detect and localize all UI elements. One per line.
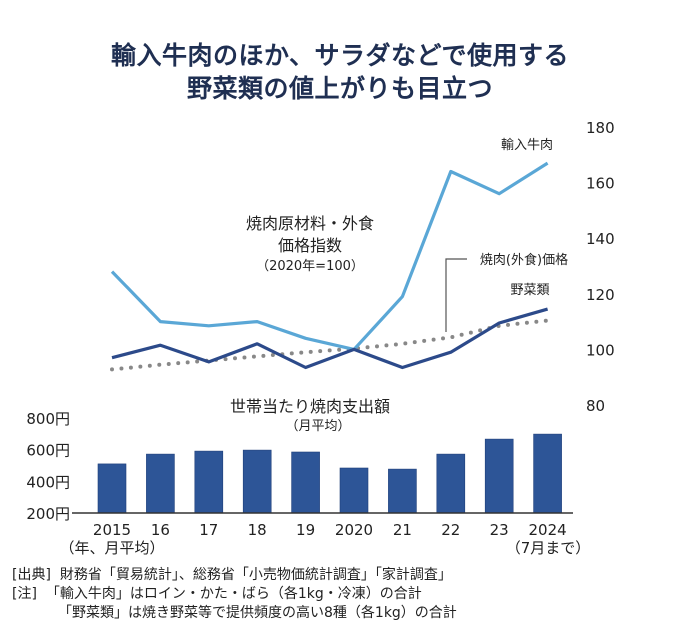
x-tick-label: 23 — [490, 521, 509, 539]
x-tick-label: 2020 — [335, 521, 373, 539]
bar-chart-title: 世帯当たり焼肉支出額 — [230, 397, 390, 416]
legend-label-vegetables: 野菜類 — [510, 283, 549, 298]
y-tick-label: 140 — [586, 230, 615, 248]
legend-label-imported-beef: 輸入牛肉 — [501, 138, 553, 153]
line-chart-title-line1: 焼肉原材料・外食 — [246, 214, 374, 233]
line-chart-title-line2: 価格指数 — [278, 236, 342, 255]
bar-2020 — [339, 467, 369, 514]
bar-y-tick-label: 200円 — [26, 505, 70, 523]
footnote-imported-beef: [注] 「輸入牛肉」はロイン・かた・ばら（各1kg・冷凍）の合計 — [12, 586, 422, 602]
y-tick-label: 180 — [586, 119, 615, 137]
chart-title-line2: 野菜類の値上がりも目立つ — [186, 74, 493, 103]
y-tick-label: 100 — [586, 341, 615, 359]
y-tick-label: 120 — [586, 286, 615, 304]
x-tick-label: 2024 — [529, 521, 567, 539]
bar-2024 — [533, 433, 562, 514]
right-y-axis: 180 160 140 120 100 80 — [586, 119, 615, 415]
line-series-group — [110, 161, 550, 372]
x-tick-label: 2015 — [93, 521, 131, 539]
line-series-vegetables — [111, 307, 549, 370]
bar-series-group — [97, 433, 562, 514]
bar-y-axis: 800円 600円 400円 200円 — [26, 410, 70, 523]
source-note: [出典] 財務省「貿易統計」、総務省「小売物価統計調査」「家計調査」 — [12, 567, 452, 583]
x-axis: 2015 16 17 18 19 2020 21 22 23 2024 — [93, 521, 567, 539]
x-tick-label: 18 — [248, 521, 267, 539]
bar-y-tick-label: 800円 — [26, 410, 70, 428]
x-tick-label: 16 — [151, 521, 170, 539]
bar-21 — [388, 468, 417, 514]
bar-22 — [436, 453, 466, 514]
bar-16 — [146, 453, 175, 514]
chart-title-line1: 輸入牛肉のほか、サラダなどで使用する — [110, 41, 569, 70]
x-axis-note-right: （7月まで） — [506, 539, 591, 557]
bar-19 — [291, 451, 320, 514]
y-tick-label: 80 — [586, 397, 605, 415]
bar-y-tick-label: 400円 — [26, 473, 70, 491]
bar-23 — [484, 438, 514, 514]
x-tick-label: 21 — [393, 521, 412, 539]
bar-y-tick-label: 600円 — [26, 442, 70, 460]
leader-line-yakiniku — [445, 258, 467, 332]
footnote-vegetables: 「野菜類」は焼き野菜等で提供頻度の高い8種（各1kg）の合計 — [58, 605, 457, 621]
line-series-yakiniku-restaurant-price — [110, 318, 550, 372]
legend-label-yakiniku-restaurant: 焼肉(外食)価格 — [480, 252, 568, 268]
bar-17 — [194, 450, 224, 514]
bar-18 — [242, 449, 272, 514]
x-tick-label: 19 — [296, 521, 315, 539]
line-series-imported-beef — [110, 161, 549, 351]
x-tick-label: 17 — [199, 521, 218, 539]
x-tick-label: 22 — [441, 521, 460, 539]
x-axis-note-left: （年、月平均） — [59, 539, 164, 557]
bar-chart-subtitle: （月平均） — [285, 419, 350, 434]
line-chart-subtitle: （2020年=100） — [256, 259, 364, 274]
y-tick-label: 160 — [586, 175, 615, 193]
bar-2015 — [97, 463, 127, 514]
